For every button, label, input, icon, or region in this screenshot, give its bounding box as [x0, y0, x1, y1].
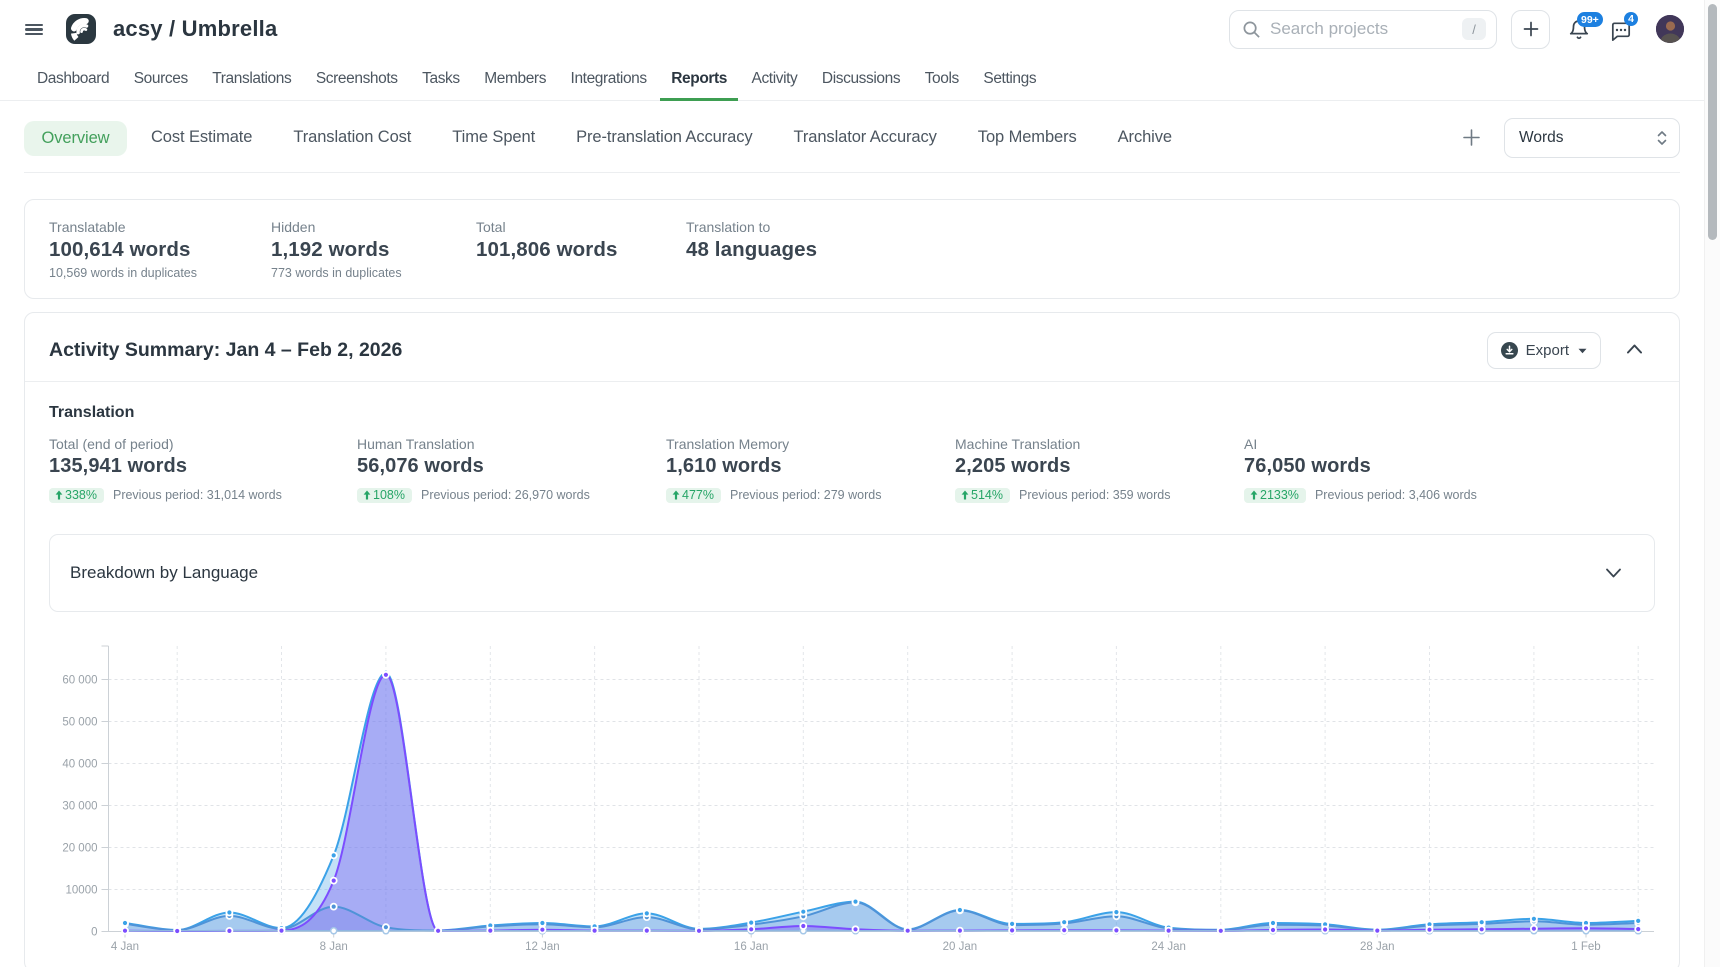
svg-text:4 Jan: 4 Jan	[111, 941, 139, 953]
svg-text:8 Jan: 8 Jan	[320, 941, 348, 953]
svg-text:10000: 10000	[66, 884, 98, 896]
svg-text:50 000: 50 000	[62, 716, 97, 728]
svg-text:40 000: 40 000	[62, 758, 97, 770]
svg-text:20 000: 20 000	[62, 842, 97, 854]
svg-text:12 Jan: 12 Jan	[525, 941, 560, 953]
svg-text:20 Jan: 20 Jan	[943, 941, 978, 953]
svg-text:0: 0	[91, 926, 97, 938]
svg-text:1 Feb: 1 Feb	[1571, 941, 1600, 953]
svg-text:16 Jan: 16 Jan	[734, 941, 769, 953]
svg-text:24 Jan: 24 Jan	[1151, 941, 1186, 953]
svg-text:60 000: 60 000	[62, 674, 97, 686]
svg-text:28 Jan: 28 Jan	[1360, 941, 1395, 953]
svg-text:30 000: 30 000	[62, 800, 97, 812]
